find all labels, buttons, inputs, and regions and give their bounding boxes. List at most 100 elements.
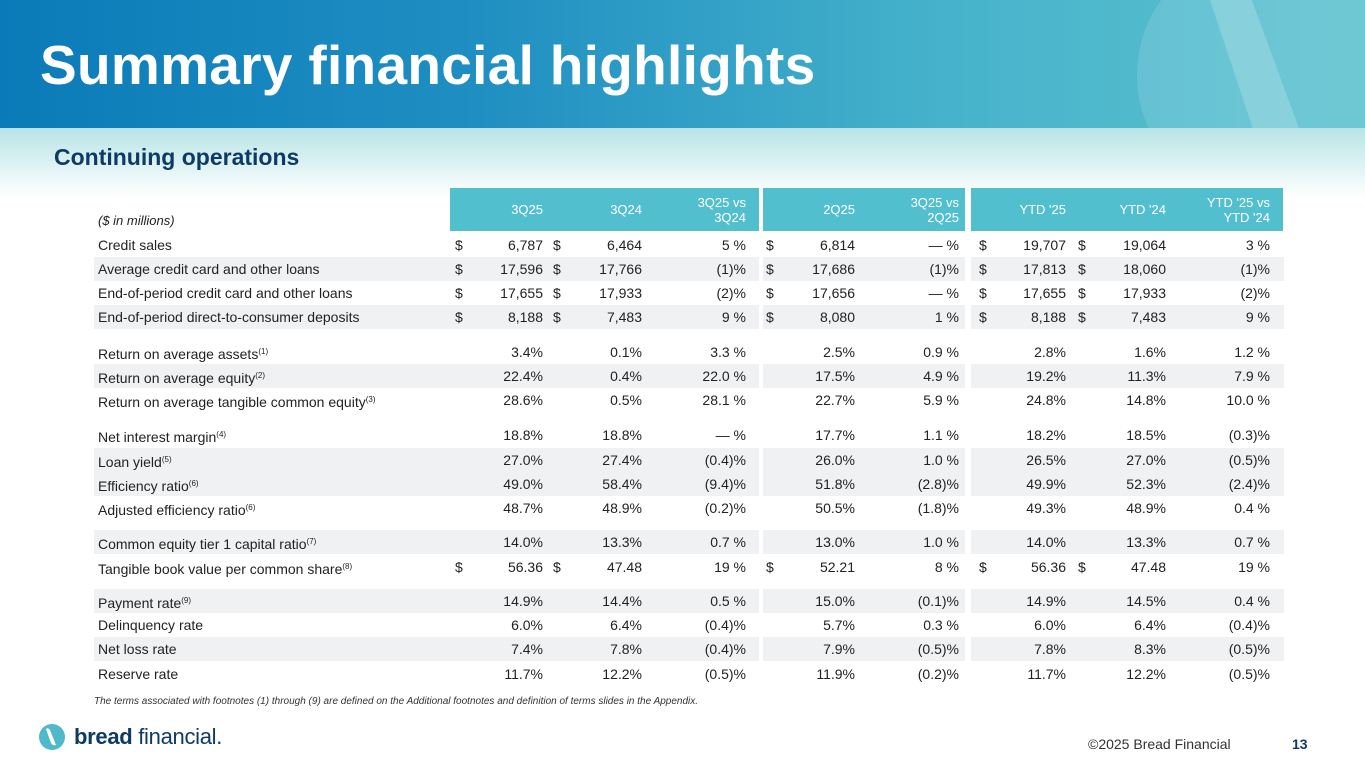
table-cell: 0.5 %	[710, 593, 746, 609]
row-label-text: Return on average tangible common equity	[98, 394, 366, 410]
table-cell: — %	[928, 237, 959, 253]
currency-symbol: $	[766, 559, 774, 575]
table-cell: 18,060	[1123, 261, 1166, 277]
column-gap	[759, 364, 763, 388]
section-subtitle: Continuing operations	[54, 144, 300, 170]
table-cell: 0.5%	[610, 392, 642, 408]
table-cell: 5 %	[721, 237, 746, 253]
bread-logo-mark-icon	[1137, 0, 1365, 128]
header-band	[450, 188, 759, 231]
column-gap	[965, 257, 971, 281]
column-gap	[759, 530, 763, 554]
table-cell: 49.3%	[1026, 500, 1066, 516]
table-cell: 49.0%	[503, 476, 543, 492]
table-cell: 11.7%	[1027, 666, 1066, 682]
table-cell: (0.5)%	[917, 641, 959, 657]
table-row: Return on average assets(1) 3.4% 0.1% 3.3 %…	[94, 340, 1284, 364]
table-cell: 11.7%	[504, 666, 543, 682]
table-cell: 7.8%	[610, 641, 642, 657]
table-cell: 1.6%	[1134, 344, 1166, 360]
column-gap	[759, 448, 763, 472]
table-cell: (0.4)%	[1228, 617, 1270, 633]
header-band	[763, 188, 965, 231]
table-row: Return on average equity(2) 22.4% 0.4% 22.0…	[94, 364, 1284, 388]
column-gap	[965, 637, 971, 661]
table-cell: 14.9%	[503, 593, 543, 609]
row-label: Common equity tier 1 capital ratio(7)	[98, 530, 316, 556]
currency-symbol: $	[1078, 237, 1086, 253]
row-label: Reserve rate	[98, 662, 178, 686]
footnote-ref: (2)	[255, 371, 265, 380]
row-label-text: Reserve rate	[98, 666, 179, 682]
row-label-text: End-of-period credit card and other loan…	[98, 285, 353, 301]
table-cell: 8,188	[507, 309, 543, 325]
currency-symbol: $	[455, 285, 463, 301]
row-label-text: Efficiency ratio	[98, 478, 189, 494]
table-cell: 1 %	[934, 309, 959, 325]
footnote-ref: (6)	[188, 479, 199, 488]
table-cell: 47.48	[606, 559, 642, 575]
table-cell: (0.2)%	[704, 500, 746, 516]
page-title: Summary financial highlights	[40, 34, 816, 96]
table-cell: 7.9 %	[1234, 368, 1270, 384]
row-label: End-of-period credit card and other loan…	[98, 281, 352, 305]
row-label-text: Return on average assets	[98, 346, 259, 362]
unit-label: ($ in millions)	[98, 213, 175, 228]
row-label: Average credit card and other loans	[98, 257, 320, 281]
currency-symbol: $	[766, 309, 774, 325]
table-cell: (2.8)%	[917, 476, 959, 492]
column-gap	[759, 305, 763, 329]
row-label: Loan yield(5)	[98, 448, 172, 474]
table-cell: 24.8%	[1026, 392, 1066, 408]
currency-symbol: $	[766, 237, 774, 253]
table-cell: 58.4%	[602, 476, 642, 492]
brand-wordmark-light: financial.	[132, 724, 223, 749]
currency-symbol: $	[455, 261, 463, 277]
row-label: Net loss rate	[98, 637, 177, 661]
table-cell: 3 %	[1245, 237, 1270, 253]
table-cell: (0.1)%	[917, 593, 959, 609]
bread-logo-icon	[39, 724, 65, 750]
table-row: Average credit card and other loans $17,5…	[94, 257, 1284, 281]
table-cell: 7.8%	[1034, 641, 1066, 657]
table-cell: 50.5%	[815, 500, 855, 516]
table-cell: (0.2)%	[917, 666, 959, 682]
table-cell: (2)%	[716, 285, 746, 301]
row-label-text: Delinquency rate	[98, 617, 204, 633]
table-cell: 7,483	[1130, 309, 1166, 325]
table-cell: (0.3)%	[1228, 427, 1270, 443]
table-cell: 17.7%	[815, 427, 855, 443]
currency-symbol: $	[1078, 559, 1086, 575]
table-cell: 7.9%	[823, 641, 855, 657]
row-label: Efficiency ratio(6)	[98, 472, 199, 498]
table-cell: 14.0%	[1026, 534, 1066, 550]
column-header: 3Q25 vs 3Q24	[697, 195, 746, 225]
table-cell: 13.3%	[602, 534, 642, 550]
table-cell: (1)%	[716, 261, 746, 277]
table-cell: 6,787	[507, 237, 543, 253]
column-gap	[965, 448, 971, 472]
currency-symbol: $	[1078, 285, 1086, 301]
table-cell: 18.8%	[503, 427, 543, 443]
table-cell: 17,813	[1023, 261, 1066, 277]
table-cell: — %	[928, 285, 959, 301]
table-cell: 19 %	[1238, 559, 1270, 575]
currency-symbol: $	[1078, 261, 1086, 277]
table-cell: (0.5)%	[1228, 641, 1270, 657]
table-cell: 17,655	[1023, 285, 1066, 301]
table-cell: 18.8%	[602, 427, 642, 443]
table-row: End-of-period direct-to-consumer deposit…	[94, 305, 1284, 329]
row-label-text: Payment rate	[98, 595, 182, 611]
table-cell: 14.9%	[1026, 593, 1066, 609]
row-label: Credit sales	[98, 233, 172, 257]
table-cell: 27.4%	[602, 452, 642, 468]
table-cell: 0.4 %	[1234, 593, 1270, 609]
column-gap	[759, 589, 763, 613]
currency-symbol: $	[455, 237, 463, 253]
row-label-text: Average credit card and other loans	[98, 261, 320, 277]
currency-symbol: $	[979, 237, 987, 253]
table-cell: 17,766	[599, 261, 642, 277]
table-cell: 12.2%	[1126, 666, 1166, 682]
table-cell: 1.1 %	[923, 427, 959, 443]
table-cell: 9 %	[721, 309, 746, 325]
